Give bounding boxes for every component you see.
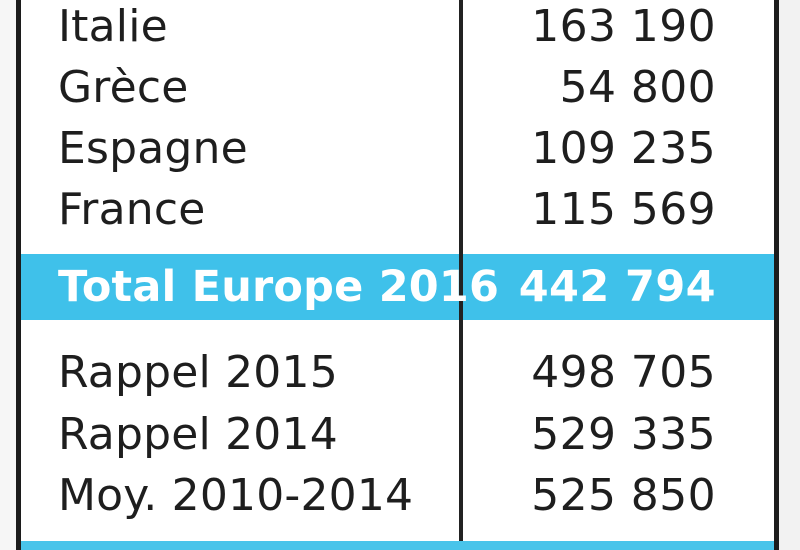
total-column-divider [459,254,463,320]
country-label: Italie [58,1,168,52]
country-value: 109 235 [531,123,716,174]
table-row: Rappel 2014 529 335 [21,405,774,465]
country-value: 115 569 [531,184,716,235]
country-label: Grèce [58,62,189,113]
table-row: Espagne 109 235 [21,119,774,179]
table-border-right [774,0,779,550]
recap-value: 525 850 [531,470,716,521]
total-value: 442 794 [518,262,716,312]
table-row: Grèce 54 800 [21,58,774,118]
country-value: 54 800 [559,62,716,113]
recap-label: Rappel 2014 [58,409,338,460]
bottom-accent-band [21,541,774,550]
table-row: France 115 569 [21,180,774,240]
recap-value: 498 705 [531,347,716,398]
recap-label: Moy. 2010-2014 [58,470,414,521]
total-label: Total Europe 2016 [58,262,500,312]
total-row: Total Europe 2016 442 794 [21,254,774,320]
table-row: Italie 163 190 [21,0,774,57]
table-row: Rappel 2015 498 705 [21,343,774,403]
table-row: Moy. 2010-2014 525 850 [21,466,774,526]
recap-label: Rappel 2015 [58,347,338,398]
country-label: France [58,184,206,235]
page-margin-right [779,0,800,550]
recap-value: 529 335 [531,409,716,460]
table-border-left [16,0,21,550]
country-value: 163 190 [531,1,716,52]
country-label: Espagne [58,123,248,174]
page-margin-left [0,0,16,550]
